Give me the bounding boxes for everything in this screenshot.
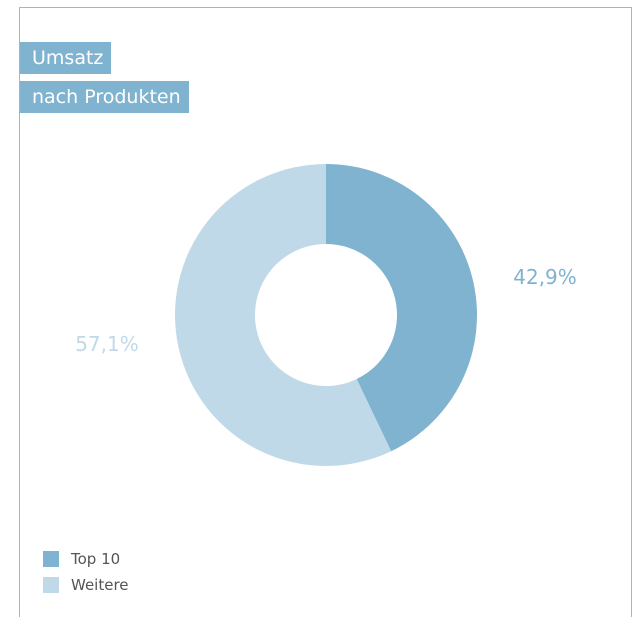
data-label-weitere: 57,1% <box>75 332 139 356</box>
chart-frame-top-border <box>20 7 631 8</box>
chart-title-line-2: nach Produkten <box>20 81 189 113</box>
legend-label: Top 10 <box>71 550 121 568</box>
legend-item: Top 10 <box>43 546 129 572</box>
data-label-top-10: 42,9% <box>513 265 577 289</box>
legend-item: Weitere <box>43 572 129 598</box>
chart-frame-left-border <box>19 7 20 617</box>
chart-legend: Top 10 Weitere <box>43 546 129 598</box>
legend-swatch <box>43 577 59 593</box>
legend-swatch <box>43 551 59 567</box>
donut-slice-weitere <box>174 164 392 467</box>
legend-label: Weitere <box>71 576 129 594</box>
chart-title-line-1: Umsatz <box>20 42 112 74</box>
donut-slice-top-10 <box>326 164 477 452</box>
